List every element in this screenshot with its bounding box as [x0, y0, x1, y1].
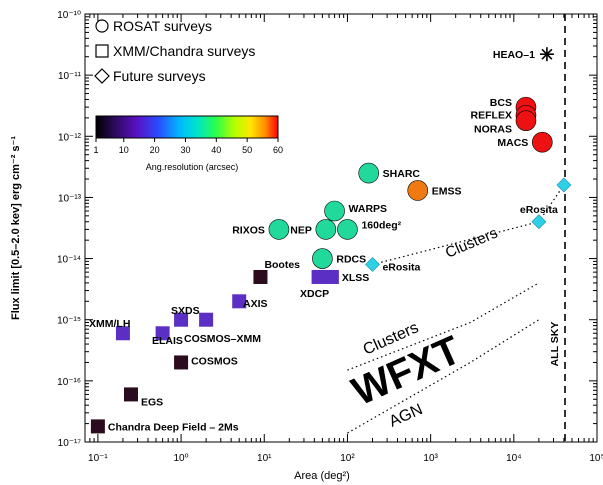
- label-xmm-lh: XMM/LH: [89, 318, 130, 330]
- colorbar-gradient: [95, 115, 279, 139]
- point-marker: [199, 312, 214, 327]
- y-tick-label: 10⁻¹⁰: [57, 10, 81, 21]
- egs-label: EGS: [141, 396, 163, 408]
- y-tick-label: 10⁻¹¹: [58, 71, 82, 82]
- nep-marker: [315, 219, 337, 240]
- rdcs-marker: [312, 248, 333, 269]
- colorbar-tick-label: 30: [180, 145, 190, 155]
- y-tick-label: 10⁻¹³: [58, 193, 82, 204]
- y-tick-label: 10⁻¹²: [58, 132, 82, 143]
- chandra-deep-field-2ms-label: Chandra Deep Field – 2Ms: [108, 421, 239, 433]
- macs-label: MACS: [497, 137, 528, 149]
- label-elais: ELAIS: [152, 335, 183, 347]
- legend-label-xmm: XMM/Chandra surveys: [113, 43, 255, 59]
- heao-1-label: HEAO–1: [493, 49, 535, 61]
- macs-marker: [531, 131, 553, 153]
- erosita-marker: [531, 214, 547, 230]
- bcs-label: BCS: [490, 97, 512, 109]
- nep-label: NEP: [290, 224, 312, 236]
- x-tick-label: 10³: [423, 453, 438, 464]
- chandra-deep-field-2ms-marker: [90, 419, 105, 434]
- sharc-label: SHARC: [383, 168, 421, 180]
- colorbar-tick-label: 20: [150, 145, 160, 155]
- x-axis-title: Area (deg²): [294, 470, 350, 482]
- legend-label-future: Future surveys: [113, 68, 206, 84]
- legend-circle-icon: [95, 19, 109, 33]
- colorbar: 1 10 20 30 40 50 60 Ang.resolution (arcsec): [93, 115, 283, 172]
- emss-marker: [407, 180, 429, 201]
- label-cosmos-xmm: COSMOS–XMM: [184, 333, 261, 345]
- legend-diamond-icon: [94, 68, 110, 84]
- y-tick-label: 10⁻¹⁷: [58, 438, 82, 449]
- axis-tick-labels: 10⁻¹ 10⁰ 10¹ 10² 10³ 10⁴ 10⁵ 10⁻¹⁷ 10⁻¹⁶ 10⁻¹⁵ 10⁻…: [57, 10, 603, 464]
- xlss-label: XLSS: [342, 272, 369, 284]
- point-marker: [232, 294, 247, 309]
- colorbar-tick-label: 60: [273, 145, 283, 155]
- y-tick-label: 10⁻¹⁶: [57, 377, 81, 388]
- all-sky-label: ALL SKY: [549, 322, 561, 367]
- colorbar-tick-label: 40: [211, 145, 221, 155]
- legend-label-rosat: ROSAT surveys: [113, 18, 212, 34]
- axis-ticks: [84, 13, 598, 443]
- emss-label: EMSS: [432, 185, 462, 197]
- colorbar-tick-label: 10: [119, 145, 129, 155]
- erosita-label: eRosita: [520, 204, 558, 216]
- plot-frame: [84, 13, 598, 443]
- 160deg-marker: [337, 219, 358, 240]
- y-axis-title: Flux limit [0.5–2.0 kev] erg cm⁻² s⁻¹: [10, 136, 22, 320]
- heao-1-star-icon: [539, 47, 554, 62]
- colorbar-ticks: 1 10 20 30 40 50 60: [93, 138, 283, 155]
- label-axis: AXIS: [243, 298, 268, 310]
- xdcp-marker: [311, 269, 326, 284]
- x-tick-label: 10⁻¹: [88, 453, 108, 464]
- label-xdcp: XDCP: [300, 288, 329, 300]
- y-tick-label: 10⁻¹⁵: [57, 316, 81, 327]
- colorbar-tick-label: 1: [93, 145, 98, 155]
- label-agn: AGN: [387, 401, 426, 431]
- egs-marker: [123, 387, 138, 402]
- legend-square-icon: [95, 44, 109, 58]
- x-tick-label: 10⁵: [589, 453, 603, 464]
- colorbar-label: Ang.resolution (arcsec): [146, 162, 239, 172]
- reflex-label: REFLEX: [471, 109, 512, 121]
- rixos-label: RIXOS: [232, 224, 265, 236]
- survey-markers: [90, 47, 572, 434]
- wfxt-clusters-line: [347, 282, 540, 371]
- bootes-label: Bootes: [264, 259, 300, 271]
- survey-labels: Chandra Deep Field – 2Ms EGS COSMOS Bootes X…: [108, 49, 558, 433]
- y-tick-label: 10⁻¹⁴: [57, 255, 81, 266]
- cosmos-marker: [174, 355, 189, 370]
- label-clusters-erosita: Clusters: [443, 225, 500, 262]
- bootes-marker: [253, 269, 268, 284]
- warps-marker: [324, 200, 345, 222]
- noras-label: NORAS: [474, 124, 512, 136]
- point-marker: [155, 326, 170, 341]
- x-tick-label: 10¹: [257, 453, 272, 464]
- erosita-marker: [365, 257, 380, 272]
- erosita-label: eRosita: [382, 261, 420, 273]
- sharc-marker: [358, 162, 379, 184]
- cosmos-label: COSMOS: [191, 355, 238, 367]
- legend: ROSAT surveys XMM/Chandra surveys Future…: [94, 18, 255, 84]
- colorbar-tick-label: 50: [242, 145, 252, 155]
- warps-label: WARPS: [349, 203, 388, 215]
- label-sxds: SXDS: [171, 305, 200, 317]
- point-marker: [115, 326, 130, 341]
- rixos-marker: [268, 219, 290, 240]
- x-tick-label: 10²: [340, 453, 355, 464]
- noras-marker: [515, 110, 537, 131]
- x-tick-label: 10⁴: [506, 453, 521, 464]
- xlss-marker: [324, 269, 339, 284]
- 160deg-label: 160deg²: [361, 219, 401, 231]
- point-marker: [556, 177, 572, 193]
- x-tick-label: 10⁰: [174, 453, 189, 464]
- rdcs-label: RDCS: [336, 254, 366, 266]
- point-marker: [174, 312, 189, 327]
